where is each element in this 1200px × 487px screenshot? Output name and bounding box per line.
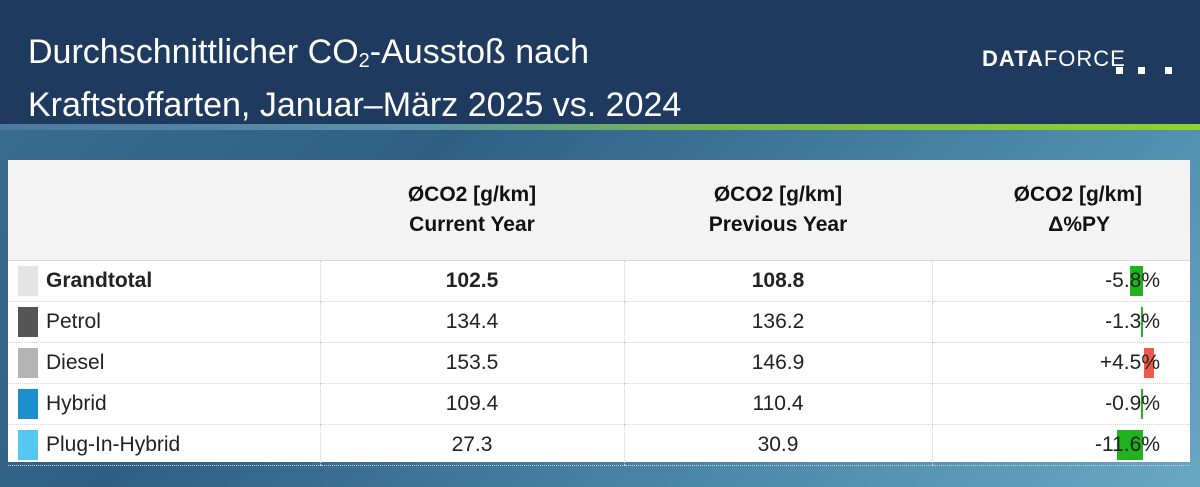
col-header-line: Previous Year xyxy=(708,213,848,236)
table-row: Grandtotal 102.5 108.8 -5.8% xyxy=(8,260,1190,302)
current-year-value: 109.4 xyxy=(319,383,624,425)
col-header-previous: ØCO2 [g/km] Previous Year xyxy=(624,160,932,261)
col-header-line: ØCO2 [g/km] xyxy=(407,183,537,206)
accent-line xyxy=(0,124,1200,130)
logo-regular-text: FORCE xyxy=(1043,46,1126,71)
col-header-current: ØCO2 [g/km] Current Year xyxy=(320,160,624,261)
row-label-cell: Petrol xyxy=(8,301,320,343)
co2-table: ØCO2 [g/km] Current Year ØCO2 [g/km] Pre… xyxy=(8,160,1190,466)
previous-year-value: 146.9 xyxy=(623,342,932,384)
page-title: Durchschnittlicher CO2-Ausstoß nach Kraf… xyxy=(28,30,681,127)
category-swatch xyxy=(18,266,38,296)
row-label-cell: Hybrid xyxy=(8,383,320,425)
table-row: Plug-In-Hybrid 27.3 30.9 -11.6% xyxy=(8,424,1190,466)
current-year-value: 134.4 xyxy=(319,301,624,343)
delta-value: -5.8% xyxy=(1105,269,1160,292)
delta-cell: -0.9% xyxy=(931,383,1190,425)
row-label: Plug-In-Hybrid xyxy=(46,433,181,456)
delta-value: -11.6% xyxy=(1095,433,1160,456)
table-row: Petrol 134.4 136.2 -1.3% xyxy=(8,301,1190,343)
title-part: Durchschnittlicher CO xyxy=(28,33,359,71)
delta-value: -0.9% xyxy=(1105,392,1160,415)
delta-value: -1.3% xyxy=(1105,310,1160,333)
col-header-line: Δ%PY xyxy=(1048,213,1110,236)
previous-year-value: 110.4 xyxy=(623,383,932,425)
header-banner: Durchschnittlicher CO2-Ausstoß nach Kraf… xyxy=(0,0,1200,124)
header-corner xyxy=(8,160,320,261)
previous-year-value: 136.2 xyxy=(623,301,932,343)
row-label-cell: Diesel xyxy=(8,342,320,384)
previous-year-value: 108.8 xyxy=(623,260,932,302)
data-panel: ØCO2 [g/km] Current Year ØCO2 [g/km] Pre… xyxy=(8,160,1190,466)
current-year-value: 153.5 xyxy=(319,342,624,384)
delta-cell: +4.5% xyxy=(931,342,1190,384)
row-label-cell: Grandtotal xyxy=(8,260,320,302)
logo-dot xyxy=(1116,67,1123,74)
title-line-2: Kraftstoffarten, Januar–März 2025 vs. 20… xyxy=(28,86,682,124)
logo-dot xyxy=(1138,67,1145,74)
table-header-row: ØCO2 [g/km] Current Year ØCO2 [g/km] Pre… xyxy=(8,160,1190,261)
logo-dot xyxy=(1165,67,1172,74)
delta-bar xyxy=(1141,389,1144,419)
row-label: Petrol xyxy=(46,310,101,333)
col-header-line: Current Year xyxy=(409,213,535,236)
dataforce-logo: DATAFORCE xyxy=(982,44,1182,80)
delta-bar xyxy=(1116,430,1144,460)
row-label: Hybrid xyxy=(46,392,107,415)
col-header-line: ØCO2 [g/km] xyxy=(1013,183,1142,206)
table-row: Hybrid 109.4 110.4 -0.9% xyxy=(8,383,1190,425)
row-label: Diesel xyxy=(46,351,105,374)
col-header-delta: ØCO2 [g/km] Δ%PY xyxy=(932,160,1190,261)
delta-cell: -5.8% xyxy=(931,260,1190,302)
table-row: Diesel 153.5 146.9 +4.5% xyxy=(8,342,1190,384)
delta-bar xyxy=(1130,266,1144,296)
category-swatch xyxy=(18,430,38,460)
col-header-line: ØCO2 [g/km] xyxy=(713,183,843,206)
title-subscript: 2 xyxy=(358,50,370,72)
logo-bold-text: DATA xyxy=(982,46,1044,71)
delta-value: +4.5% xyxy=(1099,351,1160,374)
category-swatch xyxy=(18,389,38,419)
current-year-value: 102.5 xyxy=(319,260,624,302)
title-line-1: Durchschnittlicher CO2-Ausstoß nach xyxy=(28,30,681,83)
title-part: -Ausstoß nach xyxy=(369,33,589,71)
row-label-cell: Plug-In-Hybrid xyxy=(8,424,320,466)
current-year-value: 27.3 xyxy=(319,424,624,466)
category-swatch xyxy=(18,348,38,378)
delta-cell: -1.3% xyxy=(931,301,1190,343)
delta-bar xyxy=(1140,307,1144,337)
row-label: Grandtotal xyxy=(46,269,153,292)
previous-year-value: 30.9 xyxy=(623,424,932,466)
delta-bar xyxy=(1143,348,1154,378)
delta-cell: -11.6% xyxy=(931,424,1190,466)
category-swatch xyxy=(18,307,38,337)
